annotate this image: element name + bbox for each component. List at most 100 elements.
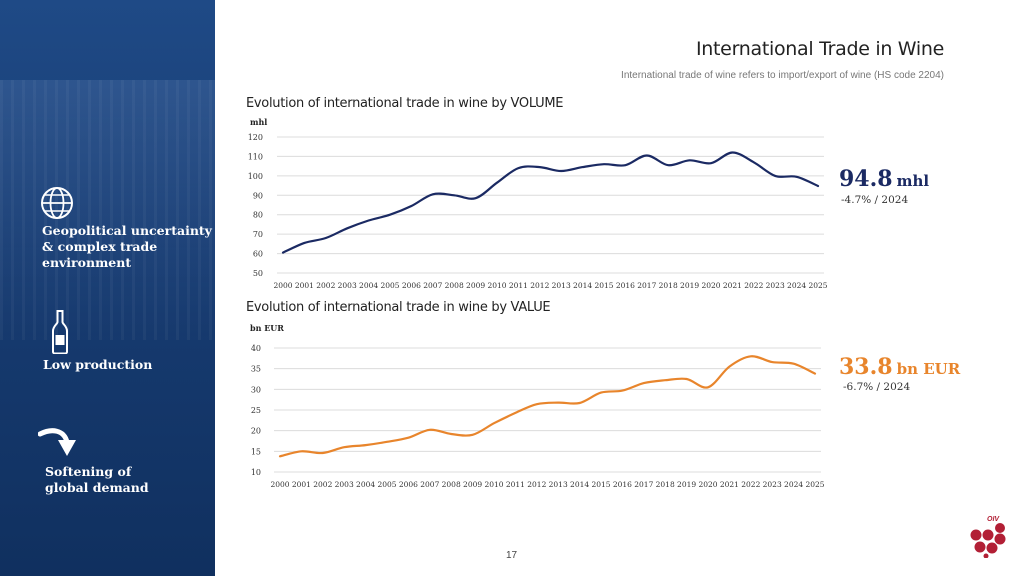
volume-x-tick-label: 2013 xyxy=(552,281,571,290)
value-y-tick-label: 10 xyxy=(251,468,261,477)
value-y-tick-label: 15 xyxy=(251,447,261,456)
value-x-tick-label: 2008 xyxy=(442,480,461,489)
volume-x-tick-label: 2000 xyxy=(273,281,292,290)
volume-y-tick-label: 120 xyxy=(248,133,263,142)
volume-y-axis-label: mhl xyxy=(250,117,268,127)
value-data-point xyxy=(429,429,431,431)
value-data-point xyxy=(814,372,816,375)
volume-x-tick-label: 2014 xyxy=(573,281,592,290)
volume-data-point xyxy=(367,219,370,222)
value-x-tick-label: 2001 xyxy=(292,480,311,489)
value-data-point xyxy=(343,446,346,449)
globe-icon xyxy=(41,187,73,219)
value-data-point xyxy=(364,444,367,446)
value-data-point xyxy=(600,391,602,394)
volume-x-tick-label: 2023 xyxy=(766,281,785,290)
value-data-point xyxy=(643,382,645,384)
volume-data-point xyxy=(303,242,306,244)
value-data-point xyxy=(664,379,666,382)
value-x-tick-label: 2023 xyxy=(763,480,782,489)
value-x-tick-label: 2017 xyxy=(634,480,653,489)
value-x-tick-label: 2007 xyxy=(420,480,439,489)
value-data-point xyxy=(792,362,795,365)
page-subtitle: International trade of wine refers to im… xyxy=(621,70,944,81)
volume-x-tick-label: 2015 xyxy=(594,281,613,290)
volume-x-tick-label: 2007 xyxy=(423,281,442,290)
value-data-point xyxy=(386,441,388,443)
value-data-point xyxy=(407,436,410,439)
volume-data-point xyxy=(817,185,819,187)
value-y-tick-label: 30 xyxy=(251,385,261,394)
volume-data-point xyxy=(432,193,434,196)
volume-chart-title: Evolution of international trade in wine… xyxy=(246,96,564,111)
value-x-tick-label: 2009 xyxy=(463,480,482,489)
volume-y-tick-label: 60 xyxy=(253,250,263,259)
value-x-tick-label: 2025 xyxy=(805,480,824,489)
value-data-point xyxy=(536,403,538,406)
value-x-tick-label: 2024 xyxy=(784,480,803,489)
value-kpi-number: 33.8 xyxy=(839,354,893,380)
page-title: International Trade in Wine xyxy=(695,38,944,60)
value-x-tick-label: 2003 xyxy=(335,480,354,489)
volume-x-tick-label: 2005 xyxy=(380,281,399,290)
value-data-point xyxy=(578,402,581,404)
volume-x-tick-label: 2024 xyxy=(787,281,806,290)
volume-x-tick-label: 2021 xyxy=(723,281,742,290)
volume-data-point xyxy=(774,175,776,177)
volume-x-tick-label: 2018 xyxy=(659,281,678,290)
value-data-point xyxy=(493,422,495,425)
value-x-tick-label: 2002 xyxy=(313,480,332,489)
volume-x-tick-label: 2011 xyxy=(509,281,528,290)
value-data-point xyxy=(471,434,474,436)
volume-y-tick-label: 100 xyxy=(248,172,263,181)
value-x-tick-label: 2013 xyxy=(549,480,568,489)
volume-x-tick-label: 2016 xyxy=(616,281,635,290)
volume-x-tick-label: 2017 xyxy=(637,281,656,290)
value-y-tick-label: 25 xyxy=(251,406,261,415)
volume-x-tick-label: 2025 xyxy=(808,281,827,290)
volume-kpi-change: -4.7% / 2024 xyxy=(841,194,909,206)
volume-x-tick-label: 2022 xyxy=(744,281,763,290)
sidebar-item-softening-demand: Softening of global demand xyxy=(45,464,149,495)
value-series-line xyxy=(278,355,817,458)
value-data-point xyxy=(685,378,688,380)
volume-data-point xyxy=(496,181,498,184)
value-chart-title: Evolution of international trade in wine… xyxy=(246,300,551,315)
volume-data-point xyxy=(282,251,284,254)
value-x-tick-label: 2015 xyxy=(591,480,610,489)
volume-data-point xyxy=(581,166,584,168)
volume-data-point xyxy=(688,159,691,162)
volume-data-point xyxy=(346,227,349,230)
volume-x-tick-label: 2010 xyxy=(487,281,506,290)
volume-x-tick-label: 2003 xyxy=(338,281,357,290)
value-data-point xyxy=(322,452,324,454)
value-x-tick-label: 2019 xyxy=(677,480,696,489)
value-x-tick-label: 2022 xyxy=(741,480,760,489)
volume-x-tick-label: 2008 xyxy=(445,281,464,290)
volume-x-tick-label: 2019 xyxy=(680,281,699,290)
value-data-point xyxy=(728,365,731,368)
volume-x-tick-label: 2020 xyxy=(701,281,720,290)
value-data-point xyxy=(300,450,303,453)
volume-x-tick-label: 2009 xyxy=(466,281,485,290)
value-kpi-value: 33.8 bn EUR xyxy=(839,355,960,381)
value-data-point xyxy=(557,401,559,404)
value-x-tick-label: 2020 xyxy=(698,480,717,489)
volume-data-point xyxy=(517,167,520,169)
volume-x-tick-label: 2001 xyxy=(295,281,314,290)
value-x-tick-label: 2018 xyxy=(656,480,675,489)
volume-kpi-unit: mhl xyxy=(896,172,930,190)
volume-series-line xyxy=(281,151,820,254)
volume-data-point xyxy=(453,194,456,197)
volume-data-point xyxy=(753,161,755,164)
value-y-tick-label: 35 xyxy=(251,365,261,374)
volume-data-point xyxy=(731,151,734,154)
volume-y-tick-label: 70 xyxy=(253,230,263,239)
page-number: 17 xyxy=(506,550,518,561)
value-y-axis-label: bn EUR xyxy=(250,323,284,333)
value-data-point xyxy=(450,433,453,435)
volume-y-tick-label: 90 xyxy=(253,191,263,200)
value-y-tick-label: 40 xyxy=(251,344,261,353)
